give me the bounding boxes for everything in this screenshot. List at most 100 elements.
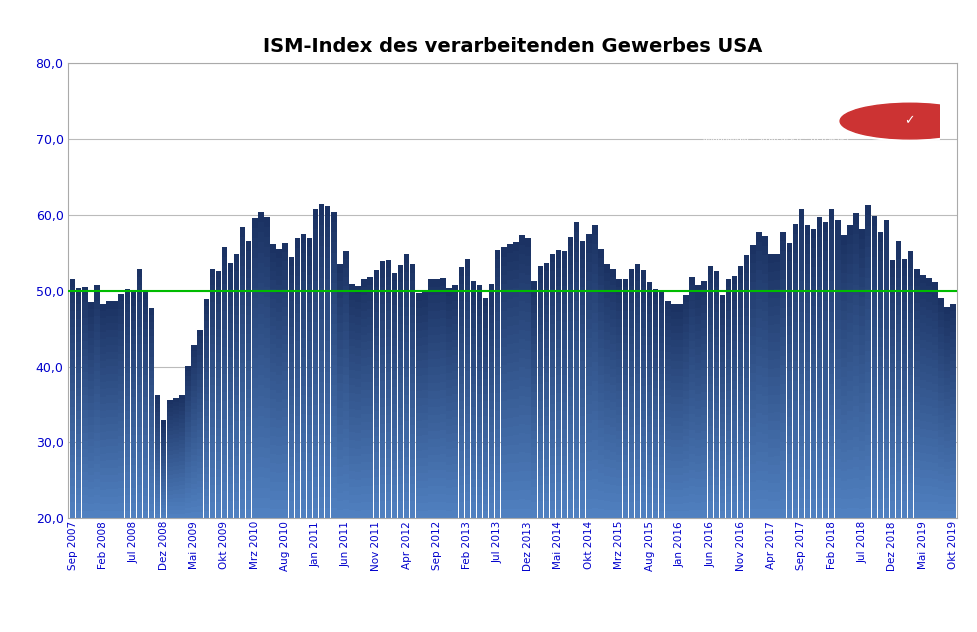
Bar [88, 439, 94, 446]
Bar [124, 434, 130, 442]
Bar [696, 316, 701, 324]
Bar [88, 497, 94, 504]
Bar [798, 250, 804, 260]
Bar [264, 237, 270, 247]
Bar [647, 487, 653, 495]
Bar [562, 358, 568, 367]
Bar [744, 369, 749, 378]
Bar [677, 511, 683, 518]
Bar [829, 425, 834, 435]
Bar [701, 408, 707, 415]
Bar [696, 378, 701, 386]
Bar [732, 454, 738, 462]
Bar [707, 485, 713, 493]
Bar [871, 387, 877, 398]
Bar [452, 348, 458, 355]
Bar [435, 279, 440, 288]
Bar [823, 420, 828, 429]
Bar [173, 498, 179, 502]
Bar [112, 460, 118, 468]
Bar [938, 511, 944, 518]
Bar [513, 482, 519, 490]
Bar [598, 491, 604, 501]
Bar [101, 447, 106, 454]
Bar [841, 377, 847, 386]
Bar [488, 401, 494, 409]
Bar [179, 477, 185, 481]
Bar [938, 298, 944, 305]
Bar [337, 391, 343, 399]
Bar [537, 275, 543, 283]
Bar [622, 454, 628, 463]
Bar [720, 348, 725, 355]
Bar [562, 447, 568, 456]
Bar [143, 390, 149, 398]
Bar [70, 399, 75, 407]
Bar [658, 404, 664, 411]
Bar [131, 329, 136, 336]
Bar [890, 441, 895, 449]
Bar [592, 509, 598, 518]
Bar [307, 481, 313, 490]
Bar [404, 501, 409, 509]
Bar [161, 420, 166, 423]
Bar [811, 374, 816, 383]
Bar [435, 430, 440, 439]
Bar [914, 361, 919, 369]
Bar [246, 416, 251, 426]
Bar [94, 340, 100, 348]
Bar [361, 319, 367, 327]
Bar [750, 254, 755, 264]
Bar [707, 317, 713, 325]
Bar [920, 372, 925, 380]
Bar [343, 411, 349, 420]
Bar [82, 426, 88, 434]
Bar [805, 411, 810, 420]
Bar [295, 304, 300, 313]
Bar [349, 362, 355, 370]
Bar [520, 358, 525, 367]
Bar [210, 468, 215, 477]
Bar [707, 459, 713, 468]
Bar [665, 460, 670, 468]
Bar [82, 410, 88, 418]
Bar [658, 411, 664, 419]
Bar [356, 325, 361, 332]
Bar [573, 341, 579, 351]
Bar [690, 398, 695, 406]
Bar [361, 430, 367, 439]
Bar [288, 431, 294, 440]
Bar [744, 509, 749, 518]
Bar [853, 336, 859, 346]
Bar [501, 365, 506, 374]
Bar [805, 322, 810, 332]
Bar [452, 471, 458, 480]
Bar [860, 307, 865, 316]
Bar [883, 240, 889, 250]
Bar [477, 363, 483, 371]
Bar [811, 315, 816, 325]
Bar [228, 399, 234, 408]
Bar [337, 476, 343, 484]
Bar [101, 454, 106, 461]
Bar [101, 482, 106, 490]
Bar [605, 357, 610, 366]
Bar [696, 347, 701, 355]
Bar [167, 502, 173, 506]
Bar [137, 402, 143, 410]
Bar [276, 437, 281, 446]
Bar [877, 375, 883, 385]
Bar [325, 477, 330, 487]
Bar [465, 466, 470, 475]
Bar [118, 384, 124, 391]
Bar [228, 442, 234, 450]
Bar [841, 235, 847, 245]
Bar [526, 415, 531, 425]
Bar [186, 376, 191, 381]
Bar [288, 353, 294, 362]
Bar [88, 367, 94, 374]
Bar [428, 407, 434, 415]
Bar [635, 408, 640, 416]
Bar [88, 453, 94, 461]
Bar [441, 446, 446, 454]
